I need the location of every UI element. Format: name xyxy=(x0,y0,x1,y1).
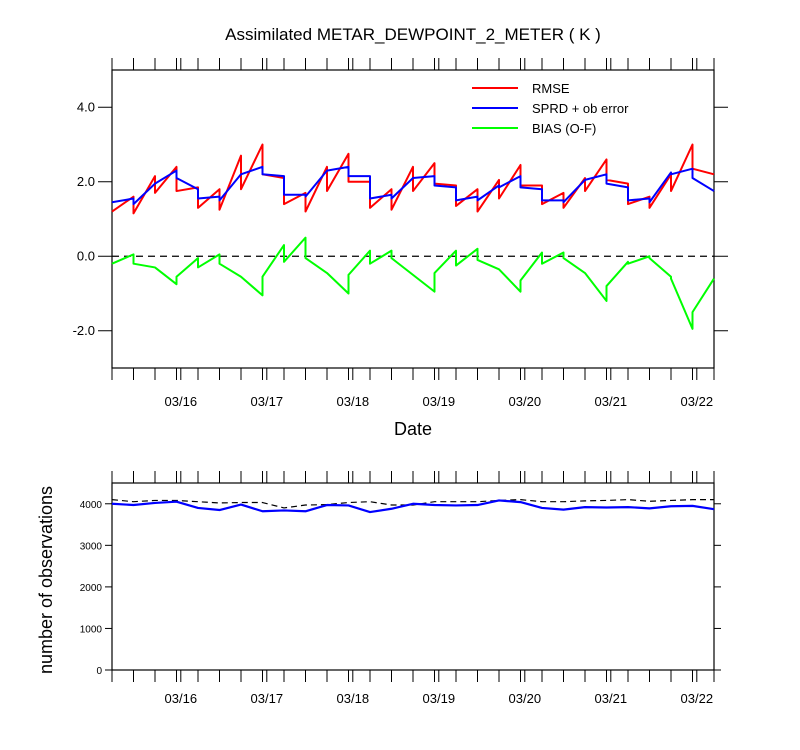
legend: RMSE SPRD + ob error BIAS (O-F) xyxy=(472,81,629,136)
x-tick-label: 03/22 xyxy=(681,394,714,409)
y-tick-label: 4.0 xyxy=(77,99,95,114)
y-tick-label: 1000 xyxy=(80,624,103,635)
series-line-assimilated xyxy=(111,499,715,514)
y-tick-label: 2.0 xyxy=(77,174,95,189)
y-tick-label: 3000 xyxy=(80,541,103,552)
x-tick-label: 03/17 xyxy=(251,691,284,706)
x-axis-title: Date xyxy=(394,419,432,439)
x-tick-label: 03/18 xyxy=(337,394,370,409)
y-axis-title-observations: number of observations xyxy=(36,486,56,674)
series-line-sprd-ob-error xyxy=(111,165,715,206)
x-tick-label: 03/20 xyxy=(509,691,542,706)
y-tick-label: 4000 xyxy=(80,500,103,511)
x-tick-label: 03/21 xyxy=(595,394,628,409)
y-tick-label: 0.0 xyxy=(77,248,95,263)
y-tick-label: -2.0 xyxy=(73,323,95,338)
legend-label-sprd-ob-error: SPRD + ob error xyxy=(532,101,629,116)
x-tick-label: 03/16 xyxy=(165,394,198,409)
x-tick-label: 03/16 xyxy=(165,691,198,706)
top-plot-area: 03/16 03/17 03/18 03/19 03/20 03/21 03/22 4.0 2.… xyxy=(73,58,728,409)
x-tick-label: 03/19 xyxy=(423,394,456,409)
y-tick-label: 0 xyxy=(96,666,102,677)
legend-label-bias-o-f: BIAS (O-F) xyxy=(532,121,596,136)
x-tick-label: 03/17 xyxy=(251,394,284,409)
x-tick-label: 03/21 xyxy=(595,691,628,706)
x-tick-label: 03/18 xyxy=(337,691,370,706)
chart-title: Assimilated METAR_DEWPOINT_2_METER ( K ) xyxy=(225,25,601,44)
legend-label-rmse: RMSE xyxy=(532,81,570,96)
x-tick-label: 03/20 xyxy=(509,394,542,409)
y-tick-label: 2000 xyxy=(80,583,103,594)
series-line-possible xyxy=(111,499,714,509)
plot-frame xyxy=(111,482,715,671)
series-line-bias-o-f xyxy=(111,236,715,330)
bottom-plot-area: 03/16 03/17 03/18 03/19 03/20 03/21 03/22 4000 3… xyxy=(80,471,721,706)
x-tick-label: 03/19 xyxy=(423,691,456,706)
x-tick-label: 03/22 xyxy=(681,691,714,706)
